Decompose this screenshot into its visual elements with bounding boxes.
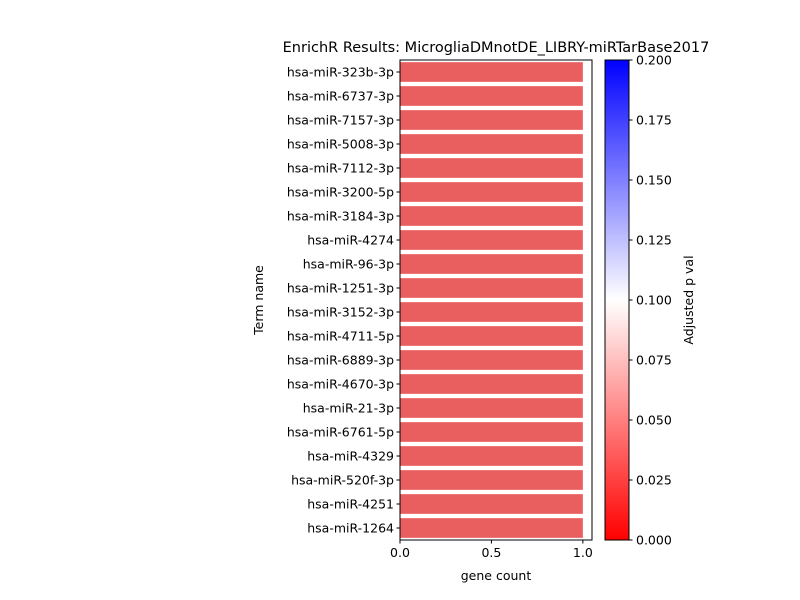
y-tick-label: hsa-miR-3184-3p bbox=[287, 209, 394, 224]
y-tick-label: hsa-miR-4329 bbox=[307, 449, 394, 464]
colorbar-tick-label: 0.150 bbox=[636, 173, 672, 188]
y-tick-label: hsa-miR-1251-3p bbox=[287, 281, 394, 296]
colorbar-tick-label: 0.175 bbox=[636, 113, 672, 128]
colorbar-tick-label: 0.100 bbox=[636, 293, 672, 308]
y-axis-ticks: hsa-miR-323b-3p hsa-miR-6737-3p hsa-miR-71… bbox=[287, 65, 400, 536]
colorbar-tick-label: 0.050 bbox=[636, 413, 672, 428]
bar bbox=[400, 494, 583, 514]
bar bbox=[400, 518, 583, 538]
y-tick-label: hsa-miR-4251 bbox=[307, 497, 394, 512]
y-tick-label: hsa-miR-4670-3p bbox=[287, 377, 394, 392]
bar bbox=[400, 254, 583, 274]
y-tick-label: hsa-miR-6889-3p bbox=[287, 353, 394, 368]
bar bbox=[400, 230, 583, 250]
colorbar-tick-label: 0.125 bbox=[636, 233, 672, 248]
bar bbox=[400, 470, 583, 490]
x-tick-label: 0.5 bbox=[481, 545, 501, 560]
bar bbox=[400, 110, 583, 130]
x-tick-label: 1.0 bbox=[573, 545, 593, 560]
colorbar bbox=[604, 59, 630, 541]
bar bbox=[400, 206, 583, 226]
colorbar-tick-label: 0.075 bbox=[636, 353, 672, 368]
plot-frame bbox=[399, 59, 593, 541]
y-tick-label: hsa-miR-96-3p bbox=[303, 257, 394, 272]
bar bbox=[400, 302, 583, 322]
x-axis-ticks: 0.0 0.5 1.0 bbox=[390, 540, 593, 560]
bar bbox=[400, 158, 583, 178]
y-tick-label: hsa-miR-6737-3p bbox=[287, 89, 394, 104]
bars-group bbox=[400, 62, 583, 538]
y-tick-label: hsa-miR-323b-3p bbox=[287, 65, 394, 80]
bar bbox=[400, 278, 583, 298]
y-tick-label: hsa-miR-4711-5p bbox=[287, 329, 394, 344]
bar bbox=[400, 446, 583, 466]
y-tick-label: hsa-miR-7157-3p bbox=[287, 113, 394, 128]
bar bbox=[400, 398, 583, 418]
x-tick-label: 0.0 bbox=[390, 545, 410, 560]
colorbar-tick-label: 0.200 bbox=[636, 53, 672, 68]
y-tick-label: hsa-miR-5008-3p bbox=[287, 137, 394, 152]
bar bbox=[400, 86, 583, 106]
bar bbox=[400, 350, 583, 370]
y-axis-label: Term name bbox=[251, 265, 266, 336]
colorbar-tick-label: 0.000 bbox=[636, 533, 672, 548]
bar bbox=[400, 62, 583, 82]
bar bbox=[400, 182, 583, 202]
y-tick-label: hsa-miR-4274 bbox=[307, 233, 394, 248]
colorbar-ticks: 0.000 0.025 0.050 0.075 0.100 0.125 0.150 0.175… bbox=[629, 53, 672, 548]
y-tick-label: hsa-miR-3152-3p bbox=[287, 305, 394, 320]
x-axis-label: gene count bbox=[461, 568, 532, 583]
y-tick-label: hsa-miR-6761-5p bbox=[287, 425, 394, 440]
chart-title: EnrichR Results: MicrogliaDMnotDE_LIBRY-… bbox=[283, 40, 710, 56]
y-tick-label: hsa-miR-7112-3p bbox=[287, 161, 394, 176]
y-tick-label: hsa-miR-3200-5p bbox=[287, 185, 394, 200]
bar bbox=[400, 422, 583, 442]
y-tick-label: hsa-miR-21-3p bbox=[303, 401, 394, 416]
bar bbox=[400, 374, 583, 394]
y-tick-label: hsa-miR-1264 bbox=[307, 521, 394, 536]
bar bbox=[400, 134, 583, 154]
colorbar-tick-label: 0.025 bbox=[636, 473, 672, 488]
bar bbox=[400, 326, 583, 346]
y-tick-label: hsa-miR-520f-3p bbox=[291, 473, 394, 488]
colorbar-label: Adjusted p val bbox=[681, 255, 696, 344]
